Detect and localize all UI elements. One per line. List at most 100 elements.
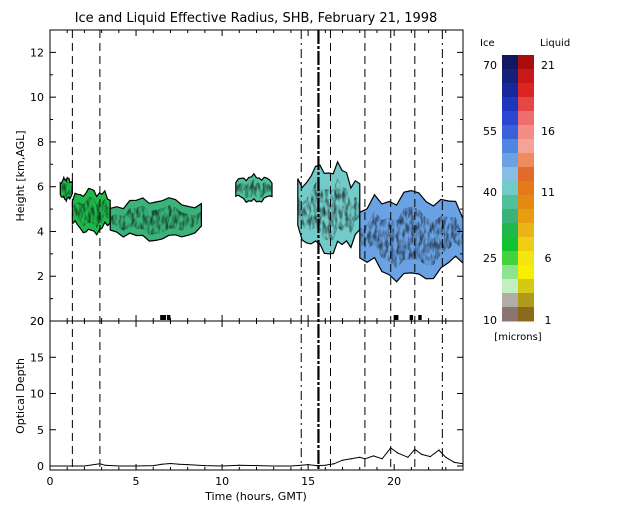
colorbar-liquid-swatch-9 <box>518 167 534 182</box>
optical-depth-point-17 <box>290 465 292 467</box>
bottom-y-tick-label-20: 20 <box>30 315 44 328</box>
optical-depth-point-38 <box>462 463 463 465</box>
top-y-tick-label-4: 4 <box>37 225 44 238</box>
optical-depth-point-35 <box>438 449 440 451</box>
x-tick-label-10: 10 <box>215 475 229 488</box>
colorbar-ice-swatch-19 <box>502 307 518 322</box>
ground-flag-4 <box>409 315 414 320</box>
colorbar-ice-swatch-6 <box>502 125 518 140</box>
colorbar-liquid-swatch-13 <box>518 223 534 238</box>
top-y-tick-label-12: 12 <box>30 46 44 59</box>
x-axis-label: Time (hours, GMT) <box>204 490 307 503</box>
colorbar-liquid-header: Liquid <box>540 38 570 49</box>
colorbar-ice-swatch-7 <box>502 139 518 154</box>
colorbar-liquid-label-11: 11 <box>541 186 555 199</box>
colorbar-liquid-swatch-8 <box>518 153 534 168</box>
colorbar-liquid-swatch-7 <box>518 139 534 154</box>
colorbar-ice-label-55: 55 <box>483 125 497 138</box>
colorbar-liquid-swatch-18 <box>518 293 534 308</box>
colorbar-ice-swatch-2 <box>502 69 518 84</box>
colorbar-ice-swatch-3 <box>502 83 518 98</box>
optical-depth-point-8 <box>161 463 163 465</box>
optical-depth-point-21 <box>324 464 326 466</box>
colorbar-liquid-swatch-17 <box>518 279 534 294</box>
optical-depth-point-13 <box>221 465 223 467</box>
ground-flag-1 <box>160 315 167 320</box>
optical-depth-point-0 <box>50 465 51 467</box>
optical-depth-point-16 <box>273 465 275 467</box>
optical-depth-point-7 <box>152 465 154 467</box>
ground-flag-2 <box>167 315 171 320</box>
top-y-tick-label-6: 6 <box>37 181 44 194</box>
bottom-y-axis: 0 5 10 15 20 <box>30 315 463 473</box>
colorbar-liquid-swatch-4 <box>518 97 534 112</box>
colorbar-liquid-swatch-14 <box>518 237 534 252</box>
x-axis: 0 5 10 15 20 <box>47 30 447 488</box>
x-tick-label-15: 15 <box>301 475 315 488</box>
optical-depth-point-29 <box>390 447 392 449</box>
cloud-core-2 <box>72 196 111 229</box>
top-y-axis: 0 2 4 6 8 10 12 <box>30 46 463 328</box>
colorbar-liquid-swatch-19 <box>518 307 534 322</box>
ground-flags <box>160 315 422 320</box>
optical-depth-point-27 <box>372 455 375 457</box>
bottom-y-tick-label-0: 0 <box>37 460 44 473</box>
colorbar-liquid-swatch-2 <box>518 69 534 84</box>
colorbar-liquid-swatch-10 <box>518 181 534 196</box>
cloud-core-6 <box>359 206 463 269</box>
optical-depth-point-22 <box>333 463 335 465</box>
colorbar-ice-label-70: 70 <box>483 59 497 72</box>
optical-depth-point-5 <box>118 465 120 467</box>
optical-depth-point-26 <box>364 458 366 460</box>
colorbar-liquid-label-21: 21 <box>541 59 555 72</box>
optical-depth-point-30 <box>397 452 399 454</box>
colorbar-liquid-label-16: 16 <box>541 125 555 138</box>
bottom-y-tick-label-15: 15 <box>30 351 44 364</box>
colorbar-liquid-label-1: 1 <box>545 314 552 327</box>
colorbar-liquid-swatch-5 <box>518 111 534 126</box>
time-markers <box>71 30 443 470</box>
optical-depth-line <box>50 447 463 467</box>
optical-depth-point-28 <box>381 458 383 460</box>
colorbar-ice-label-10: 10 <box>483 314 497 327</box>
optical-depth-point-4 <box>104 464 106 466</box>
colorbar-ice-swatch-8 <box>502 153 518 168</box>
colorbar-units: [microns] <box>494 332 541 343</box>
colorbar-ice-swatch-17 <box>502 279 518 294</box>
ground-flag-5 <box>418 315 422 320</box>
colorbar-liquid-swatch-15 <box>518 251 534 266</box>
optical-depth-point-32 <box>414 448 416 450</box>
optical-depth-point-11 <box>187 464 189 466</box>
optical-depth-point-6 <box>135 465 137 467</box>
optical-depth-point-3 <box>99 463 101 465</box>
cloud-core-1 <box>60 181 73 198</box>
colorbar-ice-swatch-15 <box>502 251 518 266</box>
colorbar-ice-swatch-14 <box>502 237 518 252</box>
colorbar-liquid-swatch-16 <box>518 265 534 280</box>
x-tick-label-20: 20 <box>387 475 401 488</box>
optical-depth-point-15 <box>255 465 258 467</box>
colorbar-ice-swatch-16 <box>502 265 518 280</box>
optical-depth-point-24 <box>350 458 352 460</box>
bottom-y-tick-label-10: 10 <box>30 388 44 401</box>
optical-depth-point-31 <box>407 456 409 458</box>
colorbar-ice-swatch-5 <box>502 111 518 126</box>
top-y-tick-label-0: 0 <box>37 315 44 328</box>
colorbar-ice-header: Ice <box>480 38 495 49</box>
optical-depth-point-33 <box>421 453 423 455</box>
optical-depth-point-36 <box>445 456 447 458</box>
optical-depth-point-37 <box>453 461 455 463</box>
optical-depth-point-10 <box>178 463 180 465</box>
colorbar-ice-swatch-1 <box>502 55 518 70</box>
colorbar-liquid-label-6: 6 <box>545 252 552 265</box>
colorbar-ice-swatch-9 <box>502 167 518 182</box>
top-y-axis-label: Height [km,AGL] <box>14 130 27 221</box>
optical-depth-point-9 <box>169 462 172 465</box>
colorbar-liquid-swatch-6 <box>518 125 534 140</box>
optical-depth-series <box>50 447 463 467</box>
optical-depth-point-23 <box>341 459 344 461</box>
optical-depth-point-12 <box>204 465 206 467</box>
colorbar-ice-label-40: 40 <box>483 186 497 199</box>
colorbar-ice-swatch-4 <box>502 97 518 112</box>
colorbar: Ice Liquid [microns] 70 55 40 25 10 21 16 11 6 1 <box>480 38 570 343</box>
